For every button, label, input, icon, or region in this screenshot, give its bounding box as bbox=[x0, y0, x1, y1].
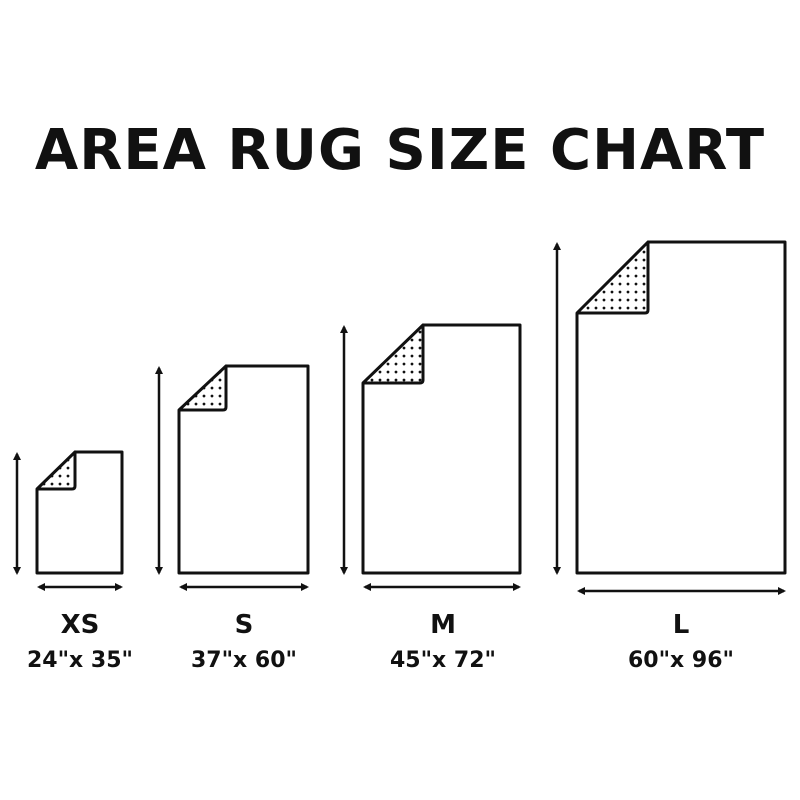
rug-outline-m bbox=[361, 323, 522, 575]
dimensions-m: 45"x 72" bbox=[389, 648, 496, 673]
folded-corner-s bbox=[177, 364, 228, 412]
chart-title: AREA RUG SIZE CHART bbox=[34, 118, 766, 183]
rug-outline-xs bbox=[35, 450, 124, 575]
size-label-l: L bbox=[672, 610, 690, 640]
rug-outline-l bbox=[575, 240, 787, 575]
folded-corner-xs bbox=[35, 450, 77, 491]
dimensions-l: 60"x 96" bbox=[627, 648, 734, 673]
size-label-xs: XS bbox=[60, 610, 100, 640]
rug-outline-s bbox=[177, 364, 310, 575]
dimensions-xs: 24"x 35" bbox=[26, 648, 133, 673]
folded-corner-m bbox=[361, 323, 425, 385]
dimensions-s: 37"x 60" bbox=[190, 648, 297, 673]
size-label-s: S bbox=[234, 610, 254, 640]
folded-corner-l bbox=[575, 240, 650, 315]
size-label-m: M bbox=[430, 610, 456, 640]
